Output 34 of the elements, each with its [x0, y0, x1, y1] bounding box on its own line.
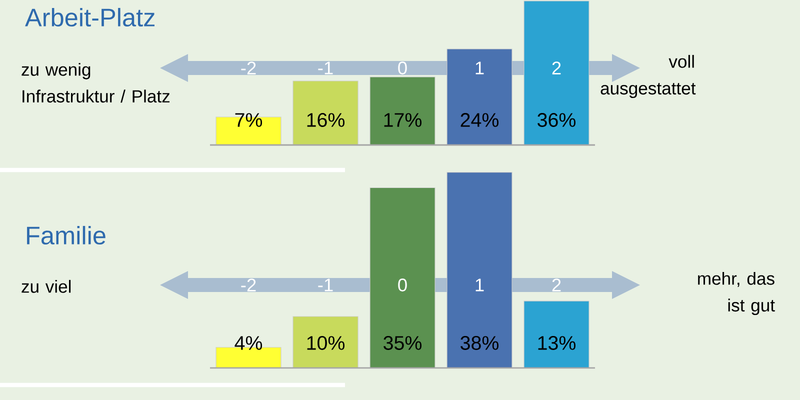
text: mehr, das ist gut	[698, 272, 775, 316]
x-tick-label: -1	[318, 62, 333, 74]
data-label: 38%	[460, 336, 498, 350]
data-label: 13%	[538, 336, 576, 350]
x-tick-label: 0	[398, 278, 407, 292]
data-label: 36%	[538, 113, 576, 127]
chart-title: Arbeit-Platz	[25, 8, 154, 27]
bar	[446, 48, 512, 146]
bar	[292, 316, 358, 368]
text: zu wenig Infrastruktur / Platz	[22, 62, 170, 103]
text: Familie	[27, 226, 106, 245]
x-tick-label: 1	[476, 62, 484, 74]
data-label: 24%	[460, 113, 498, 127]
data-label: 16%	[307, 113, 344, 127]
data-label: 7%	[235, 113, 262, 127]
x-tick-label: 1	[476, 278, 484, 292]
bar	[370, 76, 436, 146]
bar	[292, 80, 358, 146]
bar	[524, 300, 590, 368]
bar	[524, 0, 590, 146]
x-tick-label: -2	[241, 278, 256, 292]
x-tick-label: -1	[318, 278, 333, 292]
x-tick-label: 0	[398, 62, 407, 74]
data-label: 17%	[384, 113, 422, 127]
text: zu viel	[22, 280, 71, 293]
x-tick-label: 2	[552, 278, 561, 292]
data-label: 35%	[384, 336, 422, 350]
x-tick-label: 2	[552, 62, 561, 74]
data-label: 4%	[234, 336, 262, 350]
text: voll ausgestattet	[600, 54, 696, 98]
bar	[446, 172, 512, 368]
x-tick-label: -2	[241, 62, 256, 74]
data-label: 10%	[307, 336, 344, 350]
bar	[370, 187, 436, 368]
